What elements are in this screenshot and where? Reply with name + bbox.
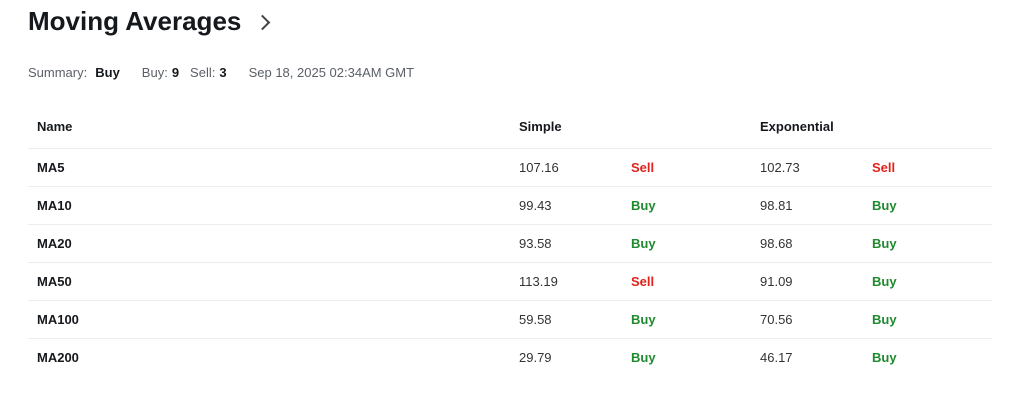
column-header-simple-signal — [631, 105, 760, 149]
simple-value: 99.43 — [519, 186, 631, 225]
page-title[interactable]: Moving Averages — [28, 6, 242, 36]
table-row: MA20 93.58 Buy 98.68 Buy — [28, 224, 992, 263]
simple-signal: Buy — [631, 224, 760, 263]
ma-name: MA100 — [28, 300, 519, 339]
simple-value: 107.16 — [519, 148, 631, 187]
exponential-value: 98.68 — [760, 224, 872, 263]
ma-name: MA20 — [28, 224, 519, 263]
ma-name: MA200 — [28, 338, 519, 376]
table-row: MA200 29.79 Buy 46.17 Buy — [28, 338, 992, 376]
simple-value: 29.79 — [519, 338, 631, 376]
buy-count: 9 — [171, 65, 180, 80]
header: Moving Averages — [28, 4, 271, 38]
column-header-exponential: Exponential — [760, 119, 834, 134]
simple-signal: Buy — [631, 300, 760, 339]
exponential-value: 70.56 — [760, 300, 872, 339]
simple-signal: Sell — [631, 262, 760, 301]
column-header-exponential-signal — [872, 105, 992, 149]
summary-label: Summary: — [28, 65, 88, 80]
ma-name: MA5 — [28, 148, 519, 187]
buy-label: Buy: — [141, 65, 168, 80]
column-header-name: Name — [37, 119, 73, 134]
simple-value: 113.19 — [519, 262, 631, 301]
exponential-signal: Buy — [872, 300, 992, 339]
table-row: MA5 107.16 Sell 102.73 Sell — [28, 148, 992, 187]
simple-signal: Buy — [631, 186, 760, 225]
exponential-signal: Buy — [872, 224, 992, 263]
ma-name: MA10 — [28, 186, 519, 225]
exponential-value: 46.17 — [760, 338, 872, 376]
exponential-signal: Buy — [872, 262, 992, 301]
sell-count: 3 — [219, 65, 227, 80]
simple-signal: Sell — [631, 148, 760, 187]
exponential-signal: Buy — [872, 338, 992, 376]
chevron-right-icon[interactable] — [255, 14, 271, 30]
summary-bar: Summary: Buy Buy: 9 Sell: 3 Sep 18, 2025… — [28, 65, 414, 80]
exponential-signal: Sell — [872, 148, 992, 187]
simple-value: 93.58 — [519, 224, 631, 263]
simple-value: 59.58 — [519, 300, 631, 339]
table-header-row: Name Simple Exponential — [28, 105, 992, 149]
summary-value: Buy — [95, 65, 120, 80]
moving-averages-table: Name Simple Exponential MA5 107.16 Sell 102… — [28, 105, 992, 376]
ma-name: MA50 — [28, 262, 519, 301]
timestamp: Sep 18, 2025 02:34AM GMT — [248, 65, 415, 80]
column-header-simple: Simple — [519, 119, 562, 134]
exponential-value: 98.81 — [760, 186, 872, 225]
table-row: MA50 113.19 Sell 91.09 Buy — [28, 262, 992, 301]
exponential-value: 91.09 — [760, 262, 872, 301]
table-row: MA100 59.58 Buy 70.56 Buy — [28, 300, 992, 339]
simple-signal: Buy — [631, 338, 760, 376]
exponential-signal: Buy — [872, 186, 992, 225]
table-row: MA10 99.43 Buy 98.81 Buy — [28, 186, 992, 225]
sell-label: Sell: — [190, 65, 216, 80]
exponential-value: 102.73 — [760, 148, 872, 187]
